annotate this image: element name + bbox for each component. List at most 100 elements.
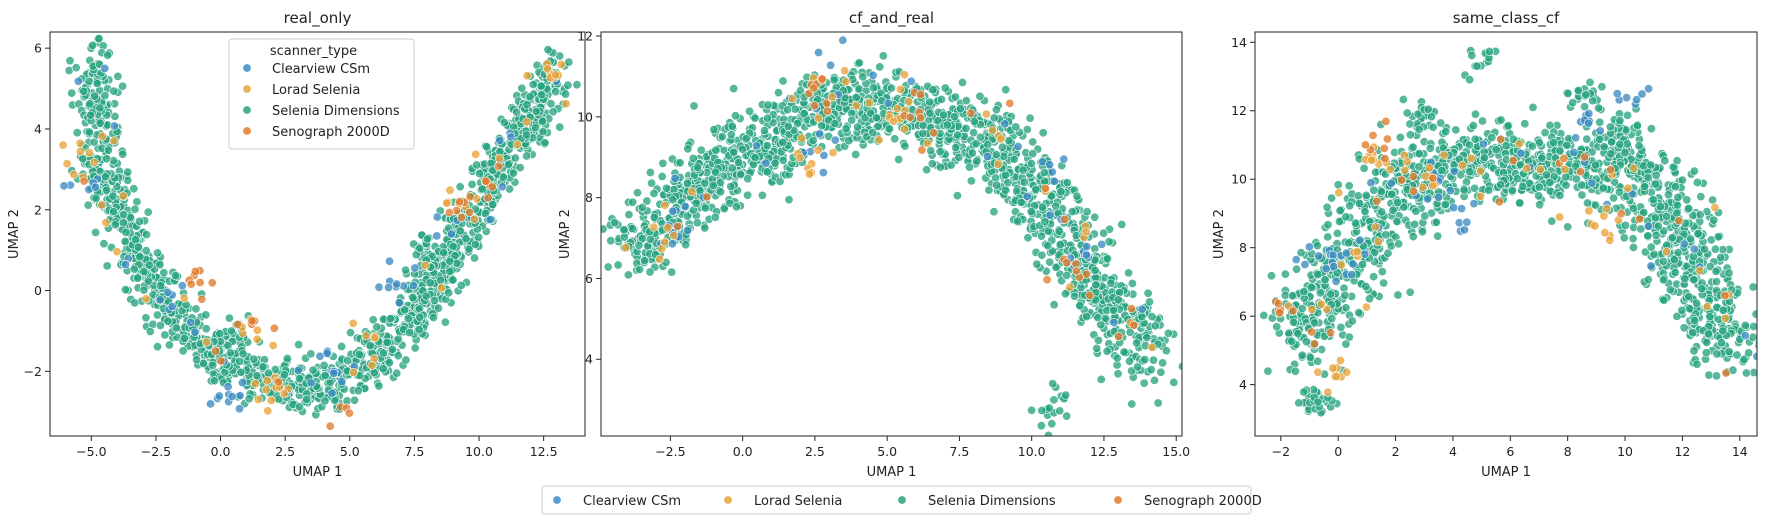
x-tick-label: −2.5 [655,444,685,459]
data-point [1467,50,1477,60]
data-point [171,323,181,333]
data-point [1376,187,1386,197]
data-point [1672,208,1682,218]
data-point [101,218,111,228]
data-point [378,348,388,358]
data-point [1022,191,1032,201]
data-point [899,70,909,80]
data-point [668,206,678,216]
data-point [1607,137,1617,147]
data-point [1632,121,1642,131]
data-point [262,376,272,386]
x-tick-label: 7.5 [404,444,424,459]
data-point [730,111,740,121]
data-point [1013,142,1023,152]
data-point [710,212,720,222]
data-point [142,230,152,240]
data-point [537,90,547,100]
data-point [663,223,673,233]
data-point [1049,176,1059,186]
data-point [1142,333,1152,343]
data-point [942,120,952,130]
data-point [226,348,236,358]
data-point [273,377,283,387]
data-point [1605,122,1615,132]
scatter-panel-cf_and_real: −2.5 0.0 2.5 5.0 7.5 10.0 12.5 15.04681012cf_an… [558,9,1190,480]
data-point [454,197,464,207]
data-point [1689,275,1699,285]
data-point [627,224,637,234]
data-point [563,80,573,90]
data-point [1082,250,1092,260]
data-point [763,100,773,110]
data-point [436,283,446,293]
data-point [1656,202,1666,212]
data-point [1414,162,1424,172]
data-point [1011,122,1021,132]
data-point [1643,173,1653,183]
data-point [1741,368,1751,378]
data-point [269,323,279,333]
data-point [809,83,819,93]
x-tick-label: 12.5 [1090,444,1118,459]
data-point [508,168,518,178]
x-tick-label: 10.0 [465,444,493,459]
data-point [814,47,824,57]
data-point [961,96,971,106]
data-point [1534,182,1544,192]
y-tick-label: 4 [585,352,593,367]
x-tick-label: 15.0 [1162,444,1190,459]
data-point [370,333,380,343]
data-point [1712,371,1722,381]
data-point [1594,103,1604,113]
data-point [1561,180,1571,190]
data-point [1109,305,1119,315]
x-axis-label: UMAP 1 [293,465,343,480]
data-point [384,358,394,368]
data-point [1150,321,1160,331]
data-point [1671,182,1681,192]
data-point [266,395,276,405]
data-point [1392,216,1402,226]
data-point [804,169,814,179]
data-point [446,229,456,239]
data-point [1259,310,1269,320]
data-point [1386,241,1396,251]
data-point [223,382,233,392]
data-point [1545,177,1555,187]
data-point [130,298,140,308]
data-point [129,184,139,194]
data-point [354,349,364,359]
data-point [110,220,120,230]
data-point [645,234,655,244]
data-point [1651,171,1661,181]
data-point [249,354,259,364]
data-point [400,305,410,315]
data-point [1113,369,1123,379]
data-point [401,355,411,365]
data-point [445,256,455,266]
data-point [1287,291,1297,301]
data-point [1178,361,1182,371]
data-point [101,172,111,182]
data-point [444,208,454,218]
data-point [743,174,753,184]
data-point [954,152,964,162]
data-point [841,124,851,134]
data-point [89,157,99,167]
y-tick-label: 4 [34,121,42,136]
data-point [433,303,443,313]
data-point [773,88,783,98]
data-point [62,159,72,169]
data-point [1289,317,1299,327]
data-point [1055,406,1065,416]
data-point [494,161,504,171]
x-tick-label: 7.5 [949,444,969,459]
data-point [279,370,289,380]
data-point [1716,253,1726,263]
data-point [1163,328,1173,338]
data-point [1739,355,1749,365]
data-point [1040,217,1050,227]
